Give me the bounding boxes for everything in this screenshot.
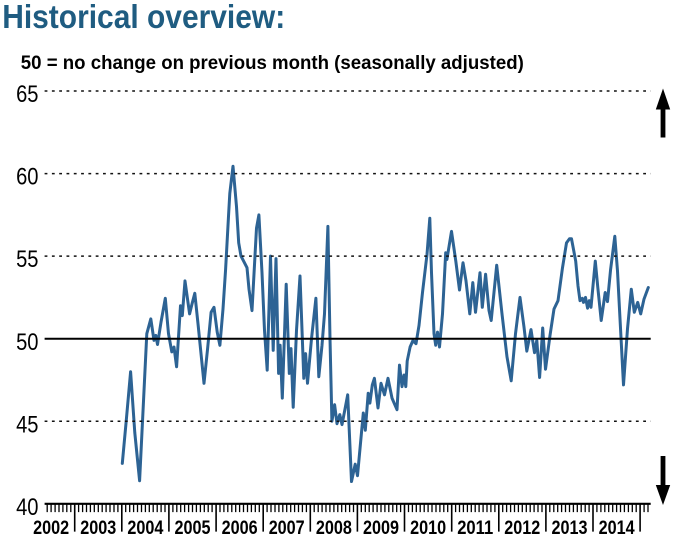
svg-text:2012: 2012 [504, 518, 540, 539]
svg-text:2013: 2013 [552, 518, 588, 539]
svg-text:2009: 2009 [363, 518, 399, 539]
svg-text:2010: 2010 [410, 518, 446, 539]
svg-text:2002: 2002 [33, 518, 69, 539]
svg-text:65: 65 [16, 81, 38, 108]
svg-text:45: 45 [16, 411, 38, 438]
svg-text:2014: 2014 [599, 518, 635, 539]
svg-text:2011: 2011 [457, 518, 493, 539]
svg-text:2004: 2004 [127, 518, 163, 539]
svg-text:2006: 2006 [222, 518, 258, 539]
svg-text:2007: 2007 [269, 518, 305, 539]
svg-text:40: 40 [16, 494, 38, 521]
svg-text:2008: 2008 [316, 518, 352, 539]
svg-text:55: 55 [16, 246, 38, 273]
svg-text:2005: 2005 [175, 518, 211, 539]
svg-text:2003: 2003 [80, 518, 116, 539]
svg-text:60: 60 [16, 164, 38, 191]
svg-text:50: 50 [16, 329, 38, 356]
svg-text:Historical overview:: Historical overview: [2, 0, 285, 35]
svg-text:50 = no change on previous mon: 50 = no change on previous month (season… [21, 52, 524, 74]
